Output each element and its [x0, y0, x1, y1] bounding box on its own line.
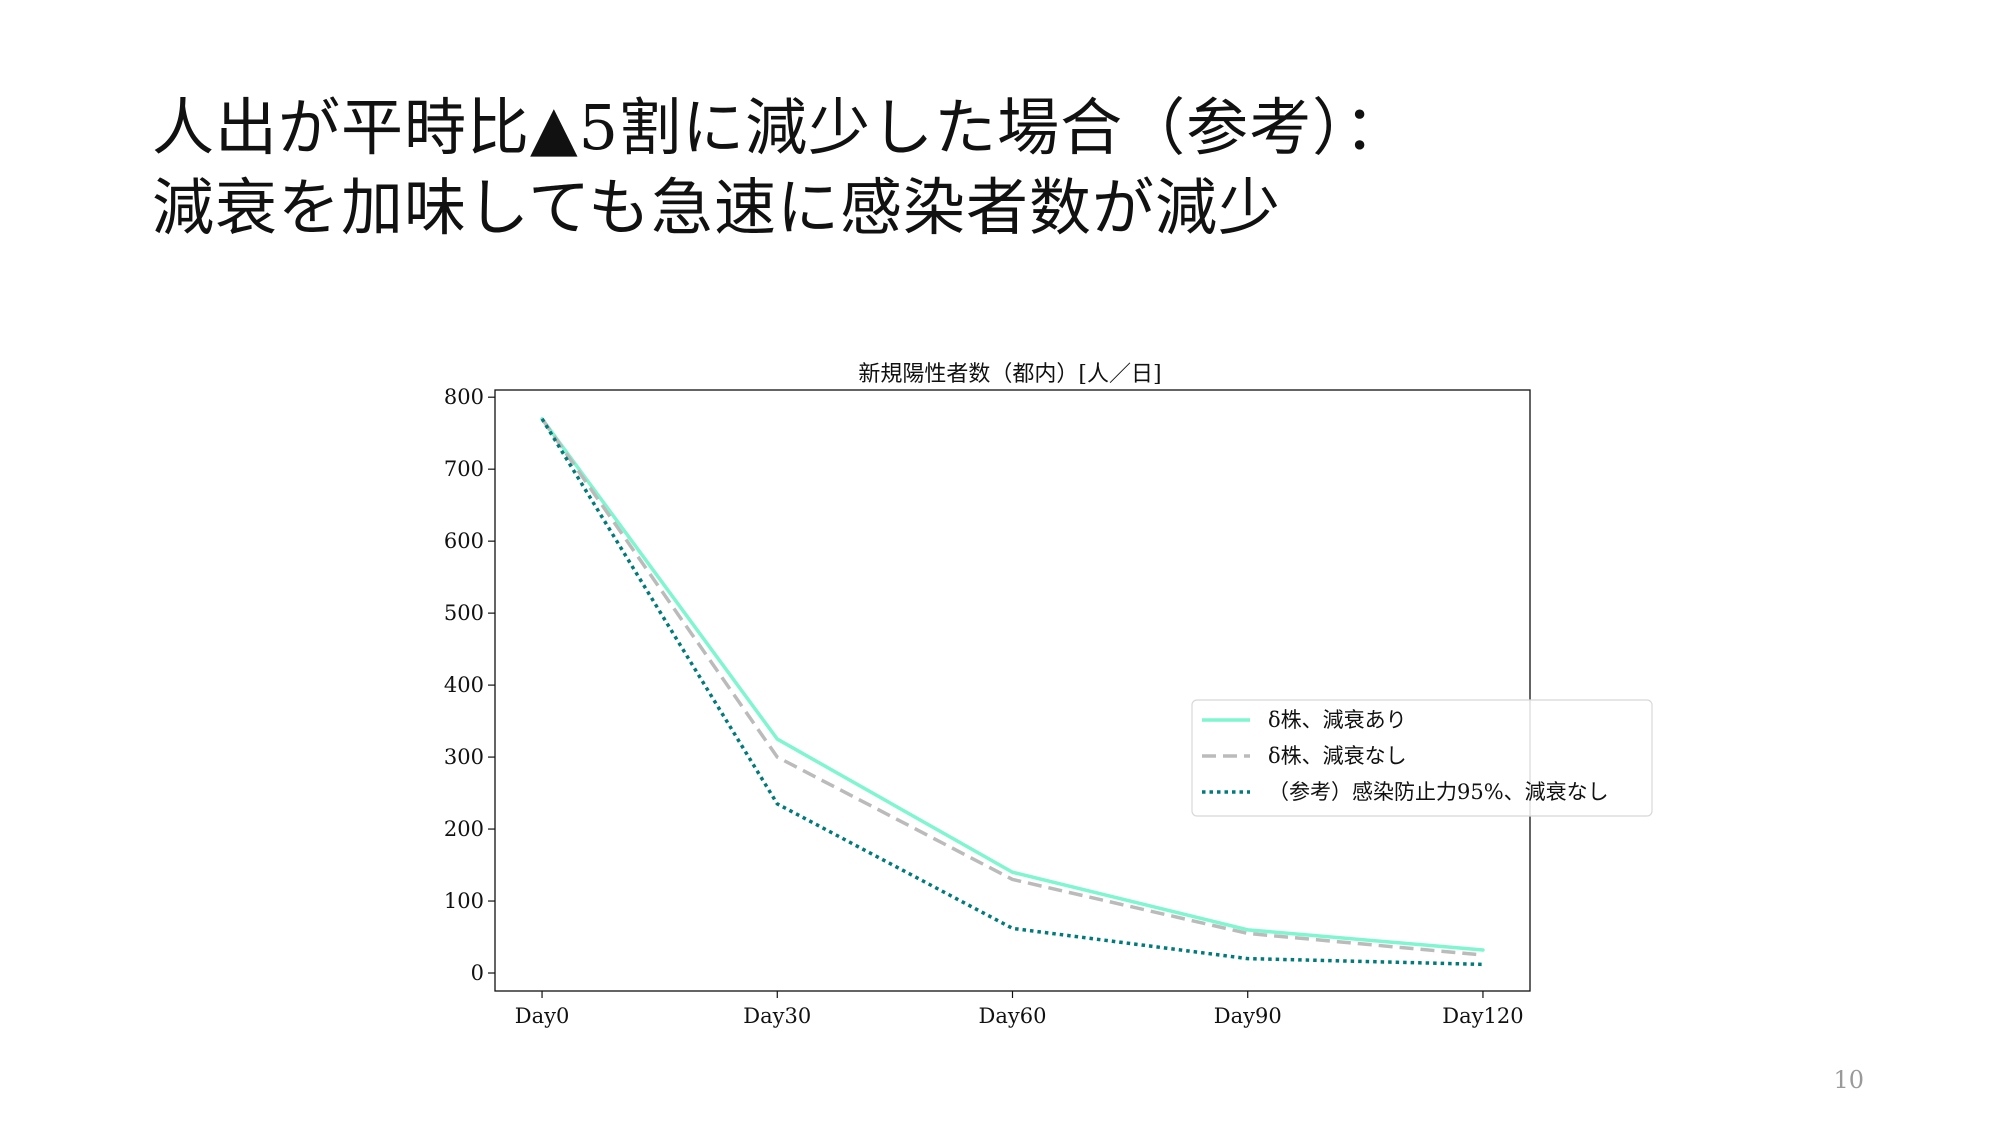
y-tick-label: 300 [444, 745, 484, 769]
series-line-1 [540, 417, 1485, 952]
legend: δ株、減衰あり δ株、減衰なし （参考）感染防止力95%、減衰なし [1191, 699, 1653, 817]
y-axis: 0 100 200 300 400 500 600 700 800 [444, 385, 495, 985]
series-line-3 [540, 417, 1483, 967]
slide-title-line-1: 人出が平時比▲5割に減少した場合（参考）： [152, 91, 1408, 164]
y-tick-label: 800 [444, 385, 484, 409]
x-tick-label: Day60 [979, 1004, 1047, 1028]
chart-title: 新規陽性者数（都内）[人／日] [858, 362, 1161, 387]
legend-box [1191, 699, 1653, 817]
slide-title: 人出が平時比▲5割に減少した場合（参考）： 減衰を加味しても急速に感染者数が減少 [152, 88, 1407, 248]
y-tick-label: 0 [471, 961, 484, 985]
plot-frame [494, 389, 1531, 992]
legend-label-2: δ株、減衰なし [1268, 744, 1407, 768]
y-tick-label: 500 [444, 601, 484, 625]
y-tick-label: 400 [444, 673, 484, 697]
x-axis: Day0 Day30 Day60 Day90 Day120 [515, 991, 1524, 1028]
slide-title-line-2: 減衰を加味しても急速に感染者数が減少 [152, 171, 1282, 244]
y-tick-label: 600 [444, 529, 484, 553]
x-tick-label: Day0 [515, 1004, 570, 1028]
series-layer [540, 417, 1485, 967]
legend-label-3: （参考）感染防止力95%、減衰なし [1268, 780, 1609, 804]
series-line-2 [540, 417, 1484, 957]
legend-label-1: δ株、減衰あり [1268, 708, 1407, 732]
x-tick-label: Day90 [1214, 1004, 1282, 1028]
x-tick-label: Day30 [743, 1004, 811, 1028]
y-tick-label: 700 [444, 457, 484, 481]
y-tick-label: 200 [444, 817, 484, 841]
x-tick-label: Day120 [1442, 1004, 1523, 1028]
page-number: 10 [1833, 1066, 1864, 1094]
y-tick-label: 100 [444, 889, 484, 913]
